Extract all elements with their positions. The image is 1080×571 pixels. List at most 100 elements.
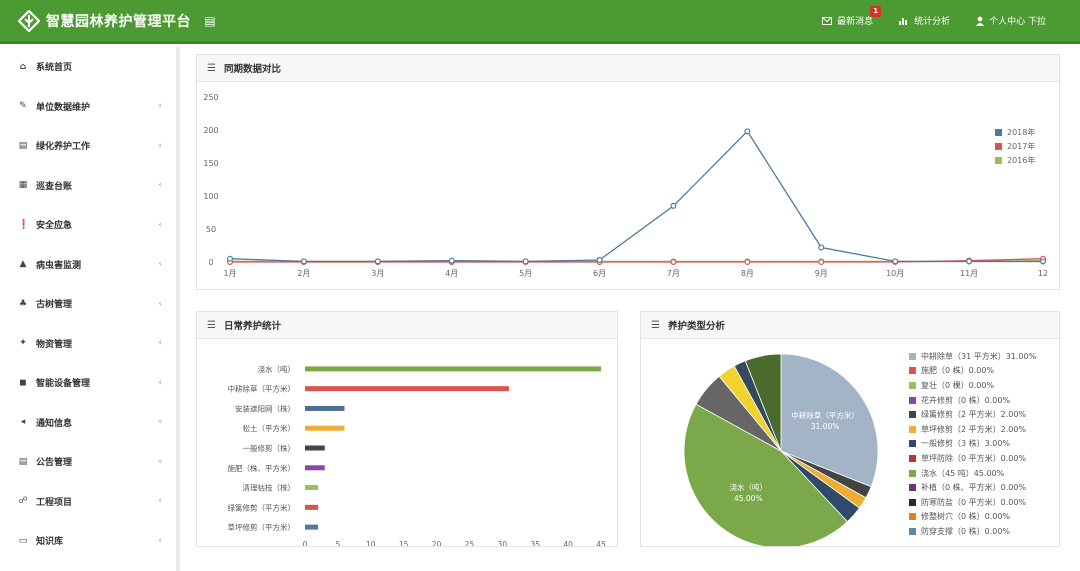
pie-legend-item[interactable]: 一般修剪（3 株）3.00% [909,437,1036,452]
sidebar-item-label: 系统首页 [36,63,73,74]
pie-legend-item[interactable]: 防穿支撑（0 株）0.00% [909,524,1036,539]
x-tick-label: 45 [596,540,606,546]
sidebar-item-materials[interactable]: ✦ 物资管理 ‹ [0,324,176,364]
sidebar-item-safety[interactable]: ❗ 安全应急 ‹ [0,205,176,245]
legend-label[interactable]: 2018年 [1007,127,1035,137]
x-tick-label: 10 [366,540,376,546]
panel-title: 日常养护统计 [223,321,281,332]
statistics-link[interactable]: 统计分析 [899,14,950,27]
x-tick-label: 10月 [886,269,904,278]
bar-category-label: 施肥（株、平方米） [228,463,296,473]
sidebar-item-home[interactable]: ⌂ 系统首页 [0,47,176,87]
top-navbar: 智慧园林养护管理平台 ▤ 最新消息 1 统计分析 个人中心 下拉 [0,0,1080,44]
sidebar-item-projects[interactable]: ☍ 工程项目 ‹ [0,482,176,522]
series-point[interactable] [670,259,677,266]
series-point[interactable] [670,202,677,209]
bar[interactable] [305,405,345,411]
notice-icon: ▤ [18,456,28,467]
alert-icon: ❗ [18,219,30,230]
sidebar-item-devices[interactable]: ◼ 智能设备管理 ‹ [0,363,176,403]
bar[interactable] [305,504,319,510]
pie-legend-item[interactable]: 草坪修剪（2 平方米）2.00% [909,422,1036,437]
pie-legend-item[interactable]: 绿篱修剪（2 平方米）2.00% [909,407,1036,422]
chevron-left-icon: ‹ [158,535,162,546]
sidebar-item-pest[interactable]: ▲ 病虫害监测 ‹ [0,245,176,285]
pie-slice[interactable] [744,353,782,452]
legend-label: 防寒防盐（0 平方米）0.00% [921,497,1027,507]
list-icon: ☰ [651,319,660,331]
x-tick-label: 5月 [519,269,532,278]
series-point[interactable] [522,258,529,265]
legend-swatch [909,469,916,477]
sidebar-item-label: 通知信息 [36,418,73,429]
legend-label: 绿篱修剪（2 平方米）2.00% [921,410,1027,420]
sidebar-item-inspection[interactable]: ▦ 巡查台账 ‹ [0,166,176,206]
pie-legend-item[interactable]: 浇水（45 吨）45.00% [909,466,1036,481]
series-point[interactable] [966,258,973,265]
bar[interactable] [305,425,345,431]
x-tick-label: 11月 [960,269,978,278]
x-tick-label: 3月 [371,269,384,278]
series-point[interactable] [818,244,825,251]
bar[interactable] [305,386,509,392]
x-tick-label: 40 [563,540,573,546]
bar[interactable] [305,465,325,471]
series-point[interactable] [227,255,234,262]
pie-slice[interactable] [683,403,848,546]
sidebar-item-old-trees[interactable]: ♣ 古树管理 ‹ [0,284,176,324]
bar-chart-icon [899,18,908,25]
legend-label: 花卉修剪（0 株）0.00% [921,395,1011,405]
sidebar-item-unit-data[interactable]: ✎ 单位数据维护 ‹ [0,87,176,127]
legend-swatch [909,498,916,506]
pie-slice[interactable] [780,353,879,488]
pie-legend-item[interactable]: 施肥（0 株）0.00% [909,364,1036,379]
pie-legend-item[interactable]: 补植（0 株、平方米）0.00% [909,480,1036,495]
legend-label[interactable]: 2017年 [1007,141,1035,151]
sidebar-item-notifications[interactable]: ◂ 通知信息 ‹ [0,403,176,443]
edit-icon: ✎ [19,101,27,112]
bar[interactable] [305,445,325,451]
sidebar-item-knowledge[interactable]: ▭ 知识库 ‹ [0,521,176,561]
legend-label: 一般修剪（3 株）3.00% [921,439,1011,449]
bar[interactable] [305,485,319,491]
pie-legend-item[interactable]: 花卉修剪（0 株）0.00% [909,393,1036,408]
monitor-icon: ▭ [18,535,28,546]
messages-link[interactable]: 最新消息 1 [822,6,882,27]
series-point[interactable] [596,257,603,264]
series-point[interactable] [818,259,825,266]
pie-legend-item[interactable]: 中耕除草（31 平方米）31.00% [909,349,1036,364]
series-point[interactable] [1039,258,1046,265]
user-menu[interactable]: 个人中心 下拉 [976,14,1046,27]
legend-swatch [909,484,916,492]
series-point[interactable] [300,258,307,265]
bar[interactable] [305,366,601,372]
pie-legend-item[interactable]: 草坪防除（0 平方米）0.00% [909,451,1036,466]
menu-icon[interactable]: ▤ [204,13,216,28]
sidebar-item-greening[interactable]: ▤ 绿化养护工作 ‹ [0,126,176,166]
line-chart: 0 50 100 150 200 250 1月 2月 3月 4月 5月 6月 7月 8月 9月 10月 11月 1… [203,93,1048,278]
pie-legend-item[interactable]: 修整树穴（0 株）0.00% [909,510,1036,525]
bar-category-label: 一般修剪（株） [243,443,296,453]
sidebar: ⌂ 系统首页 ✎ 单位数据维护 ‹ ▤ 绿化养护工作 ‹ ▦ 巡查台账 ‹ ❗ … [0,47,180,571]
series-point[interactable] [744,128,751,135]
legend-swatch [909,411,916,419]
sidebar-item-announcements[interactable]: ▤ 公告管理 ‹ [0,442,176,482]
series-point[interactable] [892,258,899,265]
pie-slice-percent: 31.00% [811,422,840,431]
legend-label[interactable]: 2016年 [1007,155,1035,165]
pie-legend-item[interactable]: 复壮（0 棵）0.00% [909,378,1036,393]
y-tick-label: 150 [203,159,218,168]
pie-legend-item[interactable]: 防寒防盐（0 平方米）0.00% [909,495,1036,510]
pie-slice-label: 中耕除草（平方米） [791,410,859,420]
series-point[interactable] [374,258,381,265]
bar[interactable] [305,524,319,530]
x-tick-label: 25 [465,540,475,546]
maintenance-type-panel: ☰ 养护类型分析 中耕除草（平方米） 31.00% 浇水（吨） 45.00% 中耕除草… [640,311,1060,547]
series-point[interactable] [448,257,455,264]
brand[interactable]: 智慧园林养护管理平台 [0,0,196,41]
series-point[interactable] [744,259,751,266]
bar-category-label: 清理枯枝（株） [243,483,296,493]
chevron-left-icon: ‹ [158,101,162,112]
box-icon: ✦ [19,338,27,349]
bug-icon: ▲ [19,259,27,270]
